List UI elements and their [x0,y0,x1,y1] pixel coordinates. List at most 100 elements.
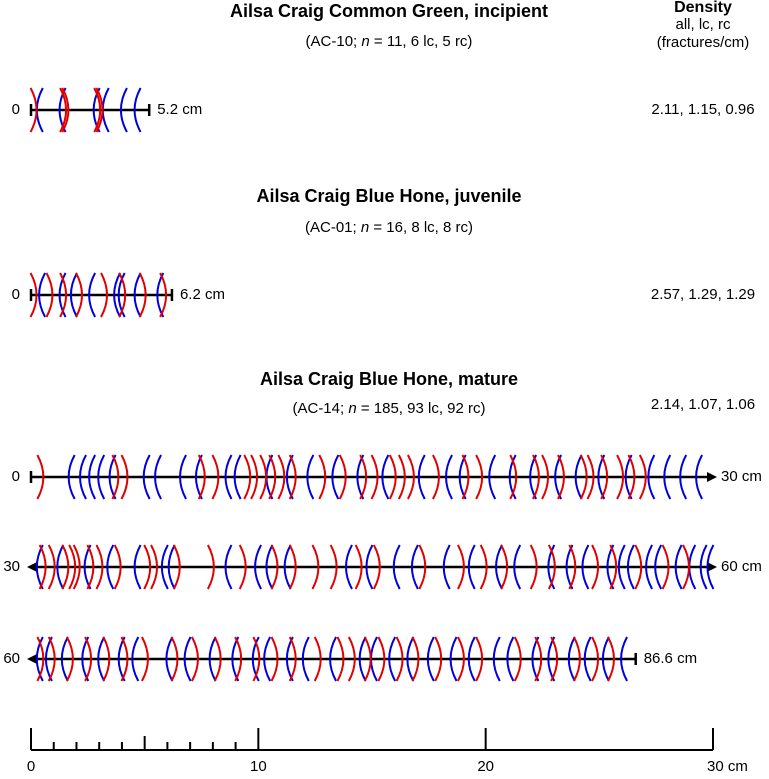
fracture-lc [442,544,451,590]
fracture-lc [79,454,87,500]
fracture-rc [541,454,550,500]
fracture-rc [138,272,147,318]
fracture-lc [38,272,46,318]
fracture-rc [311,544,320,590]
fracture-lc [69,272,78,318]
fracture-rc [120,636,129,682]
fracture-lc [513,544,522,590]
fracture-rc [586,454,595,500]
fracture-rc [457,544,465,590]
fracture-lc [410,544,419,590]
subtitle-part: = 185, 93 lc, 92 rc) [357,400,486,417]
fracture-lc [679,454,688,500]
fracture-rc [532,454,540,500]
fracture-rc [84,636,93,682]
fracture-rc [370,454,379,500]
fracture-lc [467,544,476,590]
fracture-lc [58,272,67,318]
fracture-rc [359,454,368,500]
section-subtitle: (AC-01; n = 16, 8 lc, 8 rc) [305,219,473,236]
subtitle-part: (AC-14; [292,400,348,417]
fracture-rc [479,544,488,590]
fracture-lc [617,544,626,590]
fracture-rc [434,636,443,682]
fracture-lc [620,636,628,682]
row-start: 60 [3,650,20,667]
fracture-rc [550,636,559,682]
fracture-rc [252,636,261,682]
fracture-lc [706,544,715,590]
fracture-lc [381,454,390,500]
fracture-lc [208,636,217,682]
fracture-rc [213,636,222,682]
row-start: 0 [12,286,20,303]
scale-label: 0 [27,758,35,774]
fracture-lc [113,272,121,318]
fracture-lc [449,636,458,682]
fracture-lc [626,544,635,590]
fracture-lc [583,636,592,682]
fracture-lc [365,544,374,590]
fracture-rc [29,87,38,133]
fracture-rc [475,636,484,682]
fracture-rc [609,544,618,590]
row-end: 5.2 cm [157,101,202,118]
fracture-lc [306,454,315,500]
fracture-lc [167,544,176,590]
density-sub: all, lc, rc [675,16,731,33]
scale-label: 10 [250,758,267,774]
fracture-rc [250,454,259,500]
arrow-head [707,562,717,572]
fracture-lc [467,636,476,682]
fracture-rc [118,272,127,318]
fracture-rc [259,454,268,500]
fracture-lc [581,544,590,590]
fracture-lc [601,636,610,682]
row-end: 6.2 cm [180,286,225,303]
subtitle-n: n [361,33,369,50]
fracture-lc [406,636,415,682]
fracture-rc [388,454,397,500]
fracture-rc [418,544,427,590]
fracture-lc [88,272,96,318]
fracture-rc [234,636,243,682]
fracture-rc [36,636,45,682]
fracture-lc [417,454,426,500]
fracture-rc [534,636,543,682]
arrow-head [707,472,717,482]
fracture-lc [508,454,517,500]
fracture-rc [616,454,625,500]
fracture-lc [488,454,497,500]
fracture-lc [263,636,272,682]
fracture-lc [160,544,169,590]
fracture-rc [557,454,565,500]
subtitle-part: (AC-01; [305,219,361,236]
fracture-lc [251,636,260,682]
fracture-lc [133,544,142,590]
subtitle-n: n [348,400,356,417]
fracture-rc [457,636,465,682]
row-end: 86.6 cm [644,650,697,667]
fracture-rc [395,636,404,682]
density-unit: (fractures/cm) [657,34,750,51]
fracture-lc [97,454,106,500]
fracture-rc [47,636,56,682]
fracture-rc [661,544,670,590]
arrow-head [27,562,37,572]
fracture-rc [627,454,636,500]
section-title: Ailsa Craig Blue Hone, juvenile [256,186,521,206]
section-title: Ailsa Craig Blue Hone, mature [260,369,518,389]
fracture-rc [113,544,122,590]
fracture-lc [547,544,556,590]
fracture-rc [191,636,199,682]
fracture-rc [461,454,470,500]
fracture-lc [154,454,162,500]
fracture-lc [426,636,435,682]
row-start: 30 [3,558,20,575]
fracture-rc [243,454,252,500]
fracture-rc [36,454,45,500]
fracture-rc [141,636,149,682]
fracture-rc [529,544,538,590]
section-subtitle: (AC-10; n = 11, 6 lc, 5 rc) [306,33,473,50]
fracture-lc [674,544,683,590]
